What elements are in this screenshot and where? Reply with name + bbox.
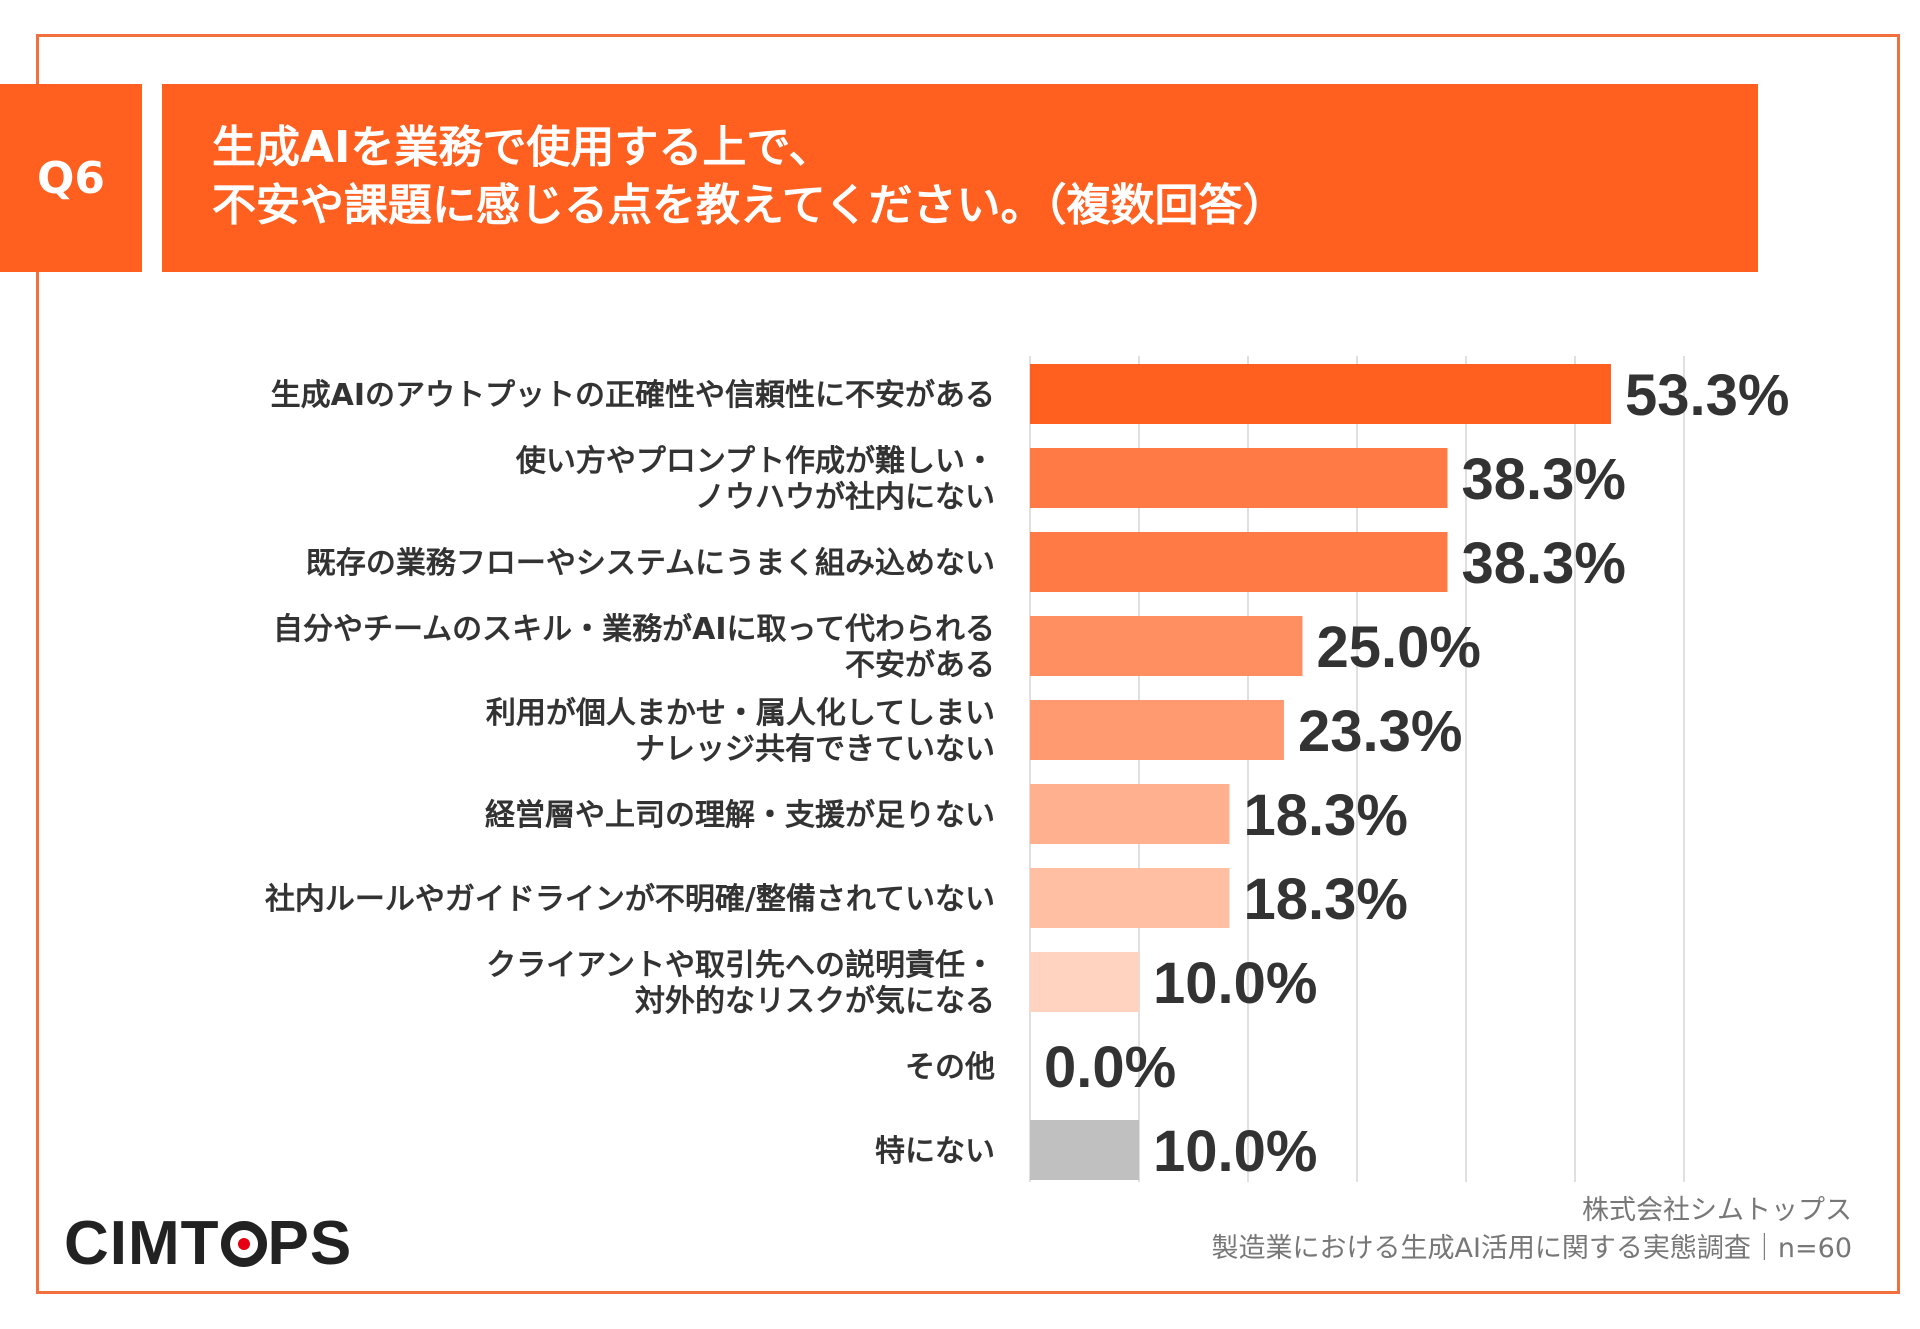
bar-3 bbox=[1030, 616, 1303, 676]
value-label-3: 25.0% bbox=[1317, 615, 1481, 680]
question-title: 生成AIを業務で使用する上で、 不安や課題に感じる点を教えてください。（複数回答… bbox=[162, 84, 1758, 272]
bar-9 bbox=[1030, 1120, 1139, 1180]
bar-2 bbox=[1030, 532, 1448, 592]
category-label-2-line-0: 既存の業務フローやシステムにうまく組み込めない bbox=[306, 546, 995, 581]
category-label-7-line-0: クライアントや取引先への説明責任・ bbox=[486, 948, 995, 983]
category-label-8-line-0: その他 bbox=[905, 1050, 995, 1085]
value-label-1: 38.3% bbox=[1461, 447, 1625, 512]
value-label-2: 38.3% bbox=[1461, 531, 1625, 596]
value-labels: 53.3%38.3%38.3%25.0%23.3%18.3%18.3%10.0%… bbox=[1044, 363, 1789, 1184]
value-label-8: 0.0% bbox=[1044, 1035, 1176, 1100]
question-number: Q6 bbox=[0, 84, 142, 272]
category-label-0-line-0: 生成AIのアウトプットの正確性や信頼性に不安がある bbox=[271, 378, 995, 413]
logo-o-mark bbox=[220, 1220, 267, 1267]
title-line-2: 不安や課題に感じる点を教えてください。（複数回答） bbox=[212, 180, 1287, 231]
category-label-3-line-1: 不安がある bbox=[845, 648, 995, 683]
bar-5 bbox=[1030, 784, 1230, 844]
value-label-0: 53.3% bbox=[1625, 363, 1789, 428]
category-label-6-line-0: 社内ルールやガイドラインが不明確/整備されていない bbox=[265, 882, 995, 917]
bar-1 bbox=[1030, 448, 1448, 508]
category-label-4-line-1: ナレッジ共有できていない bbox=[635, 732, 995, 767]
category-label-5-line-0: 経営層や上司の理解・支援が足りない bbox=[485, 798, 995, 833]
category-label-3-line-0: 自分やチームのスキル・業務がAIに取って代わられる bbox=[273, 612, 995, 647]
bar-0 bbox=[1030, 364, 1611, 424]
bars bbox=[1030, 364, 1611, 1180]
bar-4 bbox=[1030, 700, 1284, 760]
value-label-4: 23.3% bbox=[1298, 699, 1462, 764]
category-label-9-line-0: 特にない bbox=[875, 1134, 995, 1169]
value-label-7: 10.0% bbox=[1153, 951, 1317, 1016]
value-label-5: 18.3% bbox=[1243, 783, 1407, 848]
category-labels: 生成AIのアウトプットの正確性や信頼性に不安がある使い方やプロンプト作成が難しい… bbox=[265, 378, 995, 1169]
outer-frame bbox=[36, 34, 1900, 1294]
source-company: 株式会社シムトップス bbox=[1582, 1195, 1852, 1226]
bar-7 bbox=[1030, 952, 1139, 1012]
title-line-1: 生成AIを業務で使用する上で、 bbox=[212, 122, 833, 173]
logo-text-part2: PS bbox=[267, 1209, 353, 1278]
source-note: 株式会社シムトップス 製造業における生成AI活用に関する実態調査｜n=60 bbox=[1211, 1192, 1852, 1268]
category-label-7-line-1: 対外的なリスクが気になる bbox=[635, 984, 995, 1019]
source-survey: 製造業における生成AI活用に関する実態調査｜n=60 bbox=[1211, 1233, 1852, 1264]
bar-6 bbox=[1030, 868, 1230, 928]
category-label-4-line-0: 利用が個人まかせ・属人化してしまい bbox=[486, 696, 995, 731]
cimtops-logo: CIMT PS bbox=[64, 1208, 352, 1279]
category-label-1-line-1: ノウハウが社内にない bbox=[695, 480, 995, 515]
category-label-1-line-0: 使い方やプロンプト作成が難しい・ bbox=[515, 444, 995, 479]
logo-text-part1: CIMT bbox=[64, 1209, 220, 1278]
value-label-6: 18.3% bbox=[1243, 867, 1407, 932]
value-label-9: 10.0% bbox=[1153, 1119, 1317, 1184]
